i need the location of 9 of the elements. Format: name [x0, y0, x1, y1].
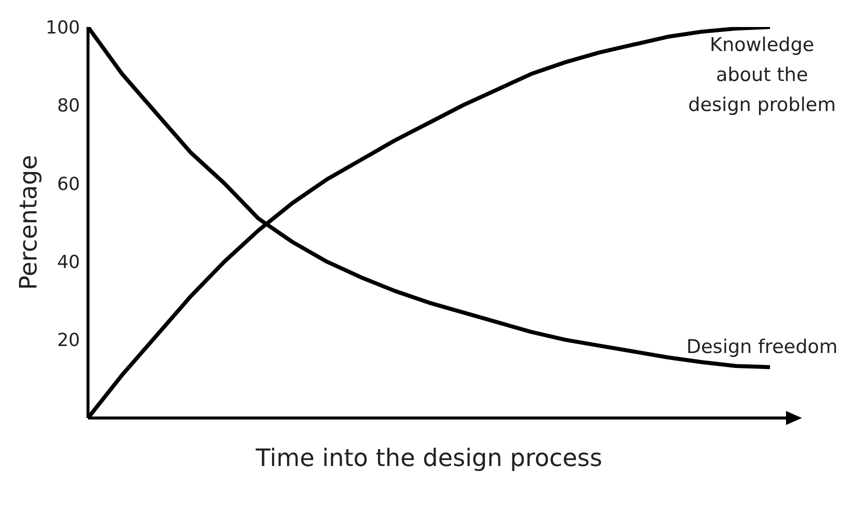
series-label: Design freedom	[686, 336, 838, 358]
y-axis-title: Percentage	[14, 154, 43, 290]
x-axis-title: Time into the design process	[254, 444, 602, 472]
y-tick-label: 60	[57, 174, 80, 195]
y-tick-label: 40	[57, 252, 80, 273]
y-tick-label: 20	[57, 330, 80, 352]
series-label: Knowledge about the design problem	[688, 34, 836, 116]
y-tick-label: 100	[46, 17, 80, 38]
y-tick-label: 80	[57, 96, 80, 117]
